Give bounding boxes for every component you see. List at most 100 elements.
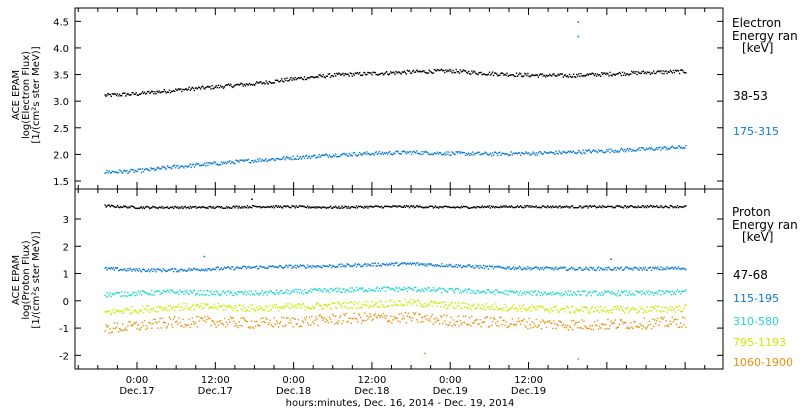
data-point bbox=[423, 290, 425, 293]
data-point bbox=[337, 207, 339, 209]
data-point bbox=[621, 71, 624, 73]
data-point bbox=[593, 269, 596, 271]
data-point bbox=[310, 157, 312, 160]
data-point bbox=[437, 153, 440, 155]
data-point bbox=[563, 266, 565, 268]
data-point bbox=[130, 168, 132, 171]
data-point bbox=[649, 266, 652, 268]
data-point bbox=[554, 323, 556, 325]
data-point bbox=[372, 306, 374, 308]
data-point bbox=[449, 288, 451, 290]
data-point bbox=[242, 293, 244, 295]
data-point bbox=[292, 205, 294, 207]
data-point bbox=[490, 155, 493, 157]
data-point bbox=[516, 291, 519, 293]
data-point bbox=[468, 264, 470, 266]
data-point bbox=[380, 205, 383, 208]
data-point bbox=[324, 304, 326, 307]
data-point bbox=[287, 80, 289, 82]
data-point bbox=[593, 74, 596, 77]
data-point bbox=[539, 267, 542, 269]
data-point bbox=[298, 292, 301, 294]
data-point bbox=[415, 206, 417, 208]
data-point bbox=[181, 90, 183, 93]
data-point bbox=[532, 267, 534, 270]
data-point bbox=[442, 301, 444, 303]
data-point bbox=[190, 306, 192, 309]
data-point bbox=[612, 269, 614, 271]
data-point bbox=[113, 269, 116, 271]
data-point bbox=[247, 84, 250, 86]
data-point bbox=[398, 300, 400, 302]
data-point bbox=[391, 322, 393, 324]
data-point bbox=[580, 327, 582, 329]
data-point bbox=[499, 291, 501, 294]
data-point bbox=[104, 267, 106, 269]
data-point bbox=[480, 206, 482, 208]
data-point bbox=[141, 91, 144, 93]
data-point bbox=[669, 147, 671, 149]
data-point bbox=[426, 314, 428, 317]
data-point bbox=[126, 295, 128, 297]
data-point bbox=[370, 315, 372, 317]
data-point bbox=[246, 309, 249, 312]
data-point bbox=[177, 206, 179, 208]
data-point bbox=[136, 294, 138, 296]
data-point bbox=[443, 265, 445, 267]
data-point bbox=[608, 312, 610, 314]
data-point bbox=[126, 206, 128, 208]
data-point bbox=[536, 154, 538, 156]
data-point bbox=[430, 205, 432, 207]
data-point bbox=[363, 71, 365, 74]
data-point bbox=[378, 300, 381, 302]
data-point bbox=[597, 293, 600, 296]
data-point bbox=[685, 72, 687, 74]
data-point bbox=[459, 152, 462, 154]
data-point bbox=[574, 76, 576, 78]
data-point bbox=[614, 206, 616, 209]
data-point bbox=[414, 301, 416, 303]
data-point bbox=[580, 152, 582, 154]
data-point bbox=[417, 289, 419, 291]
data-point bbox=[456, 151, 458, 154]
data-point bbox=[398, 313, 400, 315]
y-tick-label: 3.0 bbox=[53, 97, 69, 108]
data-point bbox=[194, 268, 197, 271]
data-point bbox=[496, 325, 498, 327]
data-point bbox=[438, 287, 441, 289]
data-point bbox=[441, 291, 443, 294]
data-point bbox=[405, 152, 408, 155]
data-point bbox=[301, 264, 304, 267]
data-point bbox=[658, 324, 660, 326]
data-point bbox=[336, 156, 338, 158]
data-point bbox=[587, 149, 589, 152]
data-point bbox=[684, 317, 686, 319]
data-point bbox=[633, 206, 635, 209]
data-point bbox=[456, 320, 458, 322]
data-point bbox=[310, 265, 312, 267]
data-point bbox=[654, 267, 656, 270]
data-point bbox=[545, 152, 548, 154]
data-point bbox=[131, 169, 133, 171]
data-point bbox=[523, 292, 525, 294]
data-point bbox=[120, 329, 122, 331]
data-point bbox=[513, 75, 516, 77]
data-point bbox=[315, 316, 317, 318]
data-point bbox=[556, 75, 558, 77]
data-point bbox=[174, 309, 176, 312]
data-point bbox=[390, 206, 392, 208]
data-point bbox=[114, 267, 117, 269]
data-point bbox=[623, 205, 626, 207]
data-point bbox=[424, 151, 426, 153]
data-point bbox=[214, 161, 216, 163]
proton-legend-entry-310-580: 310-580 bbox=[733, 315, 779, 328]
data-point bbox=[632, 307, 634, 309]
data-point bbox=[530, 75, 532, 77]
data-point bbox=[663, 146, 665, 148]
data-point bbox=[485, 316, 488, 318]
data-point bbox=[132, 324, 134, 326]
data-point bbox=[417, 321, 419, 323]
data-point bbox=[432, 301, 435, 303]
data-point bbox=[327, 156, 330, 158]
data-point bbox=[148, 321, 150, 324]
